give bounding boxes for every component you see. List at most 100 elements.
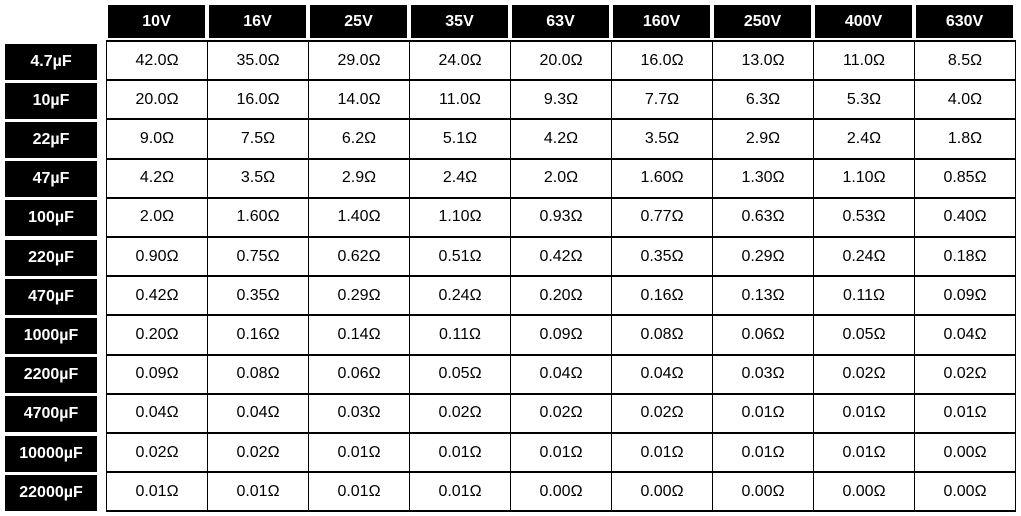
table-cell: 0.02Ω	[208, 434, 309, 474]
table-cell: 42.0Ω	[107, 42, 208, 82]
table-cell: 0.02Ω	[107, 434, 208, 474]
table-cell: 0.01Ω	[612, 434, 713, 474]
table-cell: 7.7Ω	[612, 81, 713, 121]
table-cell: 9.3Ω	[511, 81, 612, 121]
table-cell: 0.75Ω	[208, 238, 309, 278]
row-header: 220µF	[5, 239, 97, 276]
column-header: 63V	[512, 5, 609, 38]
column-header: 10V	[108, 5, 205, 38]
table-cell: 0.16Ω	[208, 316, 309, 356]
table-cell: 1.60Ω	[208, 198, 309, 238]
row-header: 4700µF	[5, 396, 97, 433]
table-cell: 0.09Ω	[915, 277, 1016, 317]
table-cell: 0.00Ω	[915, 473, 1016, 513]
table-cell: 0.04Ω	[511, 355, 612, 395]
table-cell: 0.01Ω	[713, 394, 814, 434]
row-header: 10µF	[5, 82, 97, 119]
table-cell: 0.14Ω	[309, 316, 410, 356]
table-cell: 0.29Ω	[713, 238, 814, 278]
table-cell: 0.01Ω	[713, 434, 814, 474]
column-header: 630V	[916, 5, 1013, 38]
table-cell: 16.0Ω	[612, 42, 713, 82]
row-header: 47µF	[5, 161, 97, 198]
table-cell: 0.24Ω	[410, 277, 511, 317]
table-cell: 0.00Ω	[713, 473, 814, 513]
row-header: 4.7µF	[5, 43, 97, 80]
row-header: 1000µF	[5, 317, 97, 355]
table-cell: 0.90Ω	[107, 238, 208, 278]
table-cell: 1.10Ω	[814, 159, 915, 199]
table-cell: 0.00Ω	[814, 473, 915, 513]
table-cell: 0.77Ω	[612, 198, 713, 238]
table-cell: 2.4Ω	[814, 120, 915, 160]
table-cell: 0.01Ω	[410, 473, 511, 513]
table-cell: 0.06Ω	[713, 316, 814, 356]
table-cell: 0.00Ω	[612, 473, 713, 513]
column-header: 16V	[209, 5, 306, 38]
table-cell: 0.08Ω	[612, 316, 713, 356]
grid-frame	[106, 40, 1016, 513]
table-cell: 4.2Ω	[511, 120, 612, 160]
table-cell: 5.1Ω	[410, 120, 511, 160]
table-cell: 0.63Ω	[713, 198, 814, 238]
table-cell: 35.0Ω	[208, 42, 309, 82]
table-cell: 14.0Ω	[309, 81, 410, 121]
table-cell: 4.2Ω	[107, 159, 208, 199]
row-header: 10000µF	[5, 435, 97, 472]
table-cell: 2.9Ω	[713, 120, 814, 160]
table-cell: 1.30Ω	[713, 159, 814, 199]
table-cell: 0.01Ω	[107, 473, 208, 513]
column-header: 400V	[815, 5, 912, 38]
table-cell: 0.03Ω	[713, 355, 814, 395]
table-cell: 0.01Ω	[309, 434, 410, 474]
table-cell: 0.05Ω	[410, 355, 511, 395]
table-cell: 1.40Ω	[309, 198, 410, 238]
table-cell: 6.2Ω	[309, 120, 410, 160]
table-cell: 0.35Ω	[208, 277, 309, 317]
table-cell: 0.00Ω	[511, 473, 612, 513]
table-cell: 0.04Ω	[107, 394, 208, 434]
table-cell: 0.01Ω	[410, 434, 511, 474]
table-cell: 0.02Ω	[410, 394, 511, 434]
table-cell: 2.4Ω	[410, 159, 511, 199]
table-cell: 0.04Ω	[915, 316, 1016, 356]
table-cell: 0.16Ω	[612, 277, 713, 317]
table-cell: 20.0Ω	[107, 81, 208, 121]
table-cell: 0.02Ω	[612, 394, 713, 434]
table-cell: 0.85Ω	[915, 159, 1016, 199]
table-cell: 0.20Ω	[511, 277, 612, 317]
table-cell: 0.08Ω	[208, 355, 309, 395]
table-cell: 0.20Ω	[107, 316, 208, 356]
table-cell: 3.5Ω	[612, 120, 713, 160]
table-cell: 0.02Ω	[814, 355, 915, 395]
table-cell: 0.03Ω	[309, 394, 410, 434]
table-cell: 0.01Ω	[208, 473, 309, 513]
table-cell: 5.3Ω	[814, 81, 915, 121]
column-header: 250V	[714, 5, 811, 38]
table-cell: 0.53Ω	[814, 198, 915, 238]
table-cell: 0.01Ω	[814, 434, 915, 474]
table-cell: 2.0Ω	[511, 159, 612, 199]
table-cell: 2.9Ω	[309, 159, 410, 199]
table-cell: 0.11Ω	[410, 316, 511, 356]
table-cell: 0.42Ω	[107, 277, 208, 317]
table-cell: 0.06Ω	[309, 355, 410, 395]
table-cell: 0.01Ω	[814, 394, 915, 434]
table-cell: 24.0Ω	[410, 42, 511, 82]
table-cell: 0.01Ω	[915, 394, 1016, 434]
table-cell: 0.18Ω	[915, 238, 1016, 278]
table-cell: 0.02Ω	[915, 355, 1016, 395]
row-header: 470µF	[5, 278, 97, 315]
table-cell: 0.05Ω	[814, 316, 915, 356]
column-header: 35V	[411, 5, 508, 38]
table-cell: 1.8Ω	[915, 120, 1016, 160]
table-cell: 2.0Ω	[107, 198, 208, 238]
table-cell: 11.0Ω	[814, 42, 915, 82]
table-cell: 0.42Ω	[511, 238, 612, 278]
table-cell: 0.35Ω	[612, 238, 713, 278]
table-cell: 0.93Ω	[511, 198, 612, 238]
table-cell: 0.13Ω	[713, 277, 814, 317]
table-cell: 16.0Ω	[208, 81, 309, 121]
column-header: 160V	[613, 5, 710, 38]
